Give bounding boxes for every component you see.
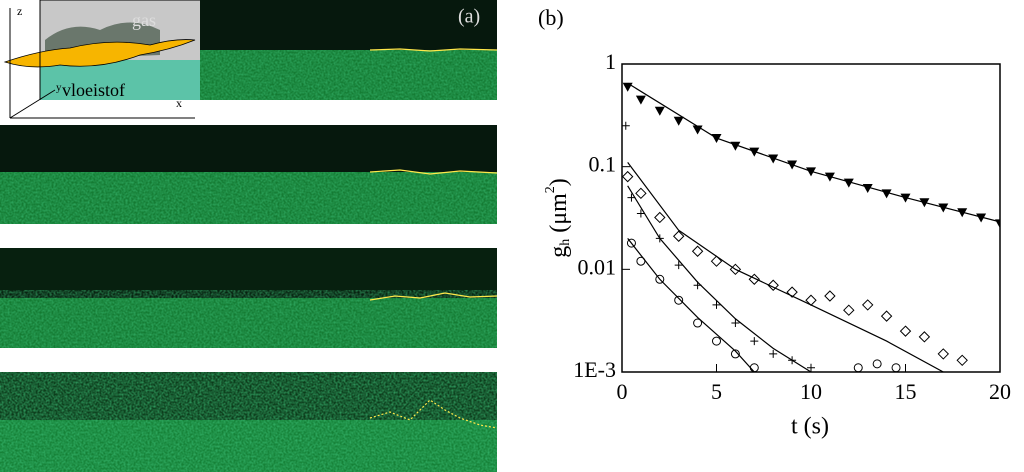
fit-line [627, 162, 944, 372]
axis-label: z [17, 4, 22, 18]
data-point [805, 294, 817, 306]
data-point [881, 189, 892, 199]
data-point [862, 183, 873, 193]
data-point [622, 82, 633, 92]
data-point [635, 95, 646, 105]
data-point [788, 356, 797, 365]
micrograph-2 [0, 125, 498, 224]
data-point [787, 160, 798, 170]
micrograph-4 [0, 372, 498, 472]
data-point [622, 170, 634, 183]
data-point [654, 106, 665, 116]
fit-line [627, 82, 1000, 223]
data-point [692, 125, 703, 135]
x-tick-label: 5 [711, 379, 722, 404]
data-point [749, 147, 760, 157]
fit-line [627, 185, 812, 372]
data-point [872, 359, 882, 369]
x-tick-label: 20 [989, 379, 1011, 404]
data-point [900, 193, 911, 203]
data-point [748, 273, 761, 285]
data-point [919, 198, 930, 208]
data-point [693, 318, 703, 328]
micrograph-1 [200, 0, 498, 100]
data-point [711, 134, 722, 144]
data-point [730, 349, 740, 359]
data-point [674, 261, 683, 270]
data-point [750, 337, 759, 346]
data-point [655, 234, 664, 243]
axis-label: x [176, 96, 182, 110]
data-point [938, 203, 949, 213]
x-tick-label: 15 [895, 379, 917, 404]
data-point [824, 172, 835, 182]
data-point [937, 348, 950, 360]
data-point [957, 208, 968, 218]
data-point [861, 299, 874, 311]
data-point [891, 363, 901, 372]
panel-label: (a) [458, 6, 480, 28]
fit-line [627, 238, 755, 372]
data-point [956, 354, 968, 367]
data-point [731, 319, 740, 328]
data-point [654, 211, 666, 224]
data-point [636, 256, 646, 266]
data-point [673, 116, 684, 126]
y-tick-label: 0.01 [578, 254, 617, 279]
axis-label: y [56, 82, 62, 94]
data-point [635, 187, 647, 200]
micrograph-3 [0, 248, 498, 348]
data-point [995, 219, 1000, 229]
liquid-label: vloeistof [62, 80, 125, 100]
data-point [674, 295, 684, 305]
y-tick-label: 0.1 [589, 152, 617, 177]
data-point [622, 121, 630, 130]
data-point [918, 331, 931, 343]
data-point [627, 193, 636, 202]
data-point [636, 209, 645, 218]
data-point [691, 245, 704, 257]
data-point [899, 325, 912, 337]
plot-area [622, 82, 1000, 372]
gas-label: gas [132, 10, 156, 30]
x-axis-label: t (s) [791, 414, 829, 440]
data-point [824, 290, 836, 302]
data-point [655, 274, 665, 284]
data-point [880, 310, 893, 322]
data-point [769, 349, 778, 358]
data-point [843, 178, 854, 188]
y-axis-label: gh (μm2) [543, 178, 573, 258]
data-point [749, 363, 759, 372]
data-point [807, 363, 815, 372]
data-point [843, 304, 855, 316]
data-point [786, 286, 798, 298]
y-tick-label: 1E-3 [573, 357, 616, 382]
schematic: z x y gas vloeistof [0, 0, 200, 119]
data-point [712, 300, 721, 309]
data-point [672, 230, 685, 242]
data-point [712, 336, 721, 346]
y-tick-label: 1 [605, 49, 616, 74]
plot-frame [621, 63, 1001, 373]
data-point [768, 154, 779, 164]
data-point [626, 238, 636, 248]
data-point [767, 279, 779, 291]
data-point [853, 363, 863, 372]
data-point [693, 281, 702, 290]
data-point [730, 141, 741, 151]
data-point [710, 255, 723, 267]
panel-label: (b) [538, 5, 564, 30]
data-point [729, 263, 742, 276]
data-point [806, 167, 816, 177]
x-tick-label: 0 [617, 379, 628, 404]
x-tick-label: 10 [800, 379, 822, 404]
data-point [976, 213, 987, 223]
